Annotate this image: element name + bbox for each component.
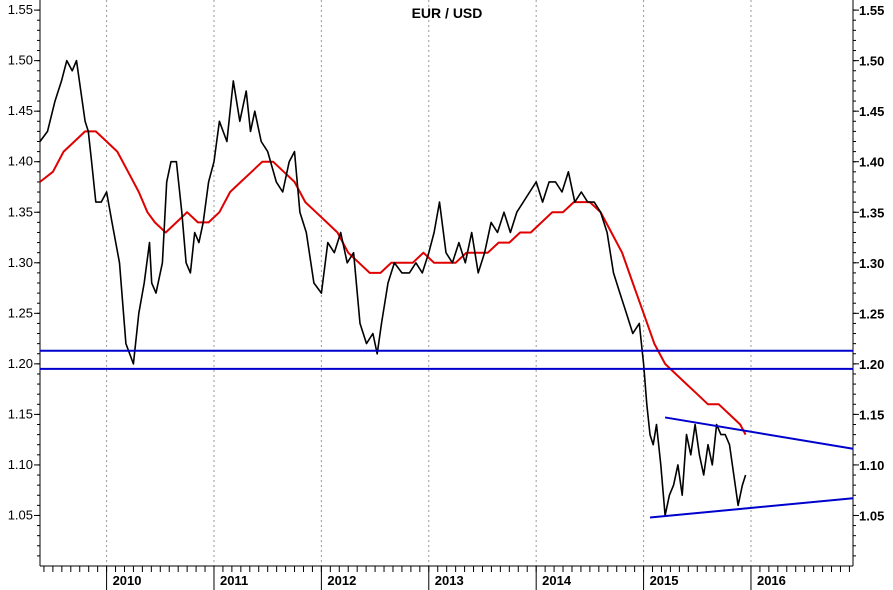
y-tick-label-left: 1.35 <box>8 204 33 219</box>
y-tick-label-left: 1.45 <box>8 103 33 118</box>
y-tick-label-left: 1.30 <box>8 255 33 270</box>
chart-title: EUR / USD <box>412 5 483 21</box>
y-tick-label-right: 1.20 <box>859 357 884 372</box>
support-resistance-lines <box>40 349 854 519</box>
y-tick-label-left: 1.05 <box>8 507 33 522</box>
x-tick-label: 2011 <box>220 573 248 588</box>
x-tick-label: 2015 <box>650 573 679 588</box>
y-tick-label-right: 1.10 <box>859 458 884 473</box>
axis-ticks: 2010 2011 2012 2013 2014 2015 2016 1.05 1.05 1.10… <box>8 2 884 590</box>
x-tick-label: 2013 <box>435 573 464 588</box>
x-tick-label: 2012 <box>327 573 356 588</box>
y-tick-label-left: 1.55 <box>8 2 33 17</box>
triangle-trend-line <box>664 416 854 450</box>
y-tick-label-right: 1.15 <box>859 407 884 422</box>
chart-grid <box>106 0 752 566</box>
y-tick-label-right: 1.30 <box>859 256 884 271</box>
y-tick-label-right: 1.05 <box>859 508 884 523</box>
y-tick-label-right: 1.40 <box>859 155 884 170</box>
x-tick-label: 2010 <box>113 573 142 588</box>
y-tick-label-right: 1.50 <box>859 54 884 69</box>
y-tick-label-right: 1.25 <box>859 306 884 321</box>
y-tick-label-right: 1.45 <box>859 104 884 119</box>
y-tick-label-right: 1.55 <box>859 3 884 18</box>
series-layer <box>39 59 747 517</box>
triangle-trend-line <box>649 497 854 519</box>
y-tick-label-left: 1.25 <box>8 305 33 320</box>
y-tick-label-left: 1.50 <box>8 53 33 68</box>
y-tick-label-left: 1.20 <box>8 356 33 371</box>
x-tick-label: 2016 <box>757 573 786 588</box>
moving-average-line <box>39 130 747 436</box>
y-tick-label-left: 1.10 <box>8 457 33 472</box>
y-tick-label-left: 1.15 <box>8 406 33 421</box>
y-tick-label-right: 1.35 <box>859 205 884 220</box>
y-tick-label-left: 1.40 <box>8 154 33 169</box>
x-tick-label: 2014 <box>542 573 572 588</box>
price-line <box>39 59 747 517</box>
